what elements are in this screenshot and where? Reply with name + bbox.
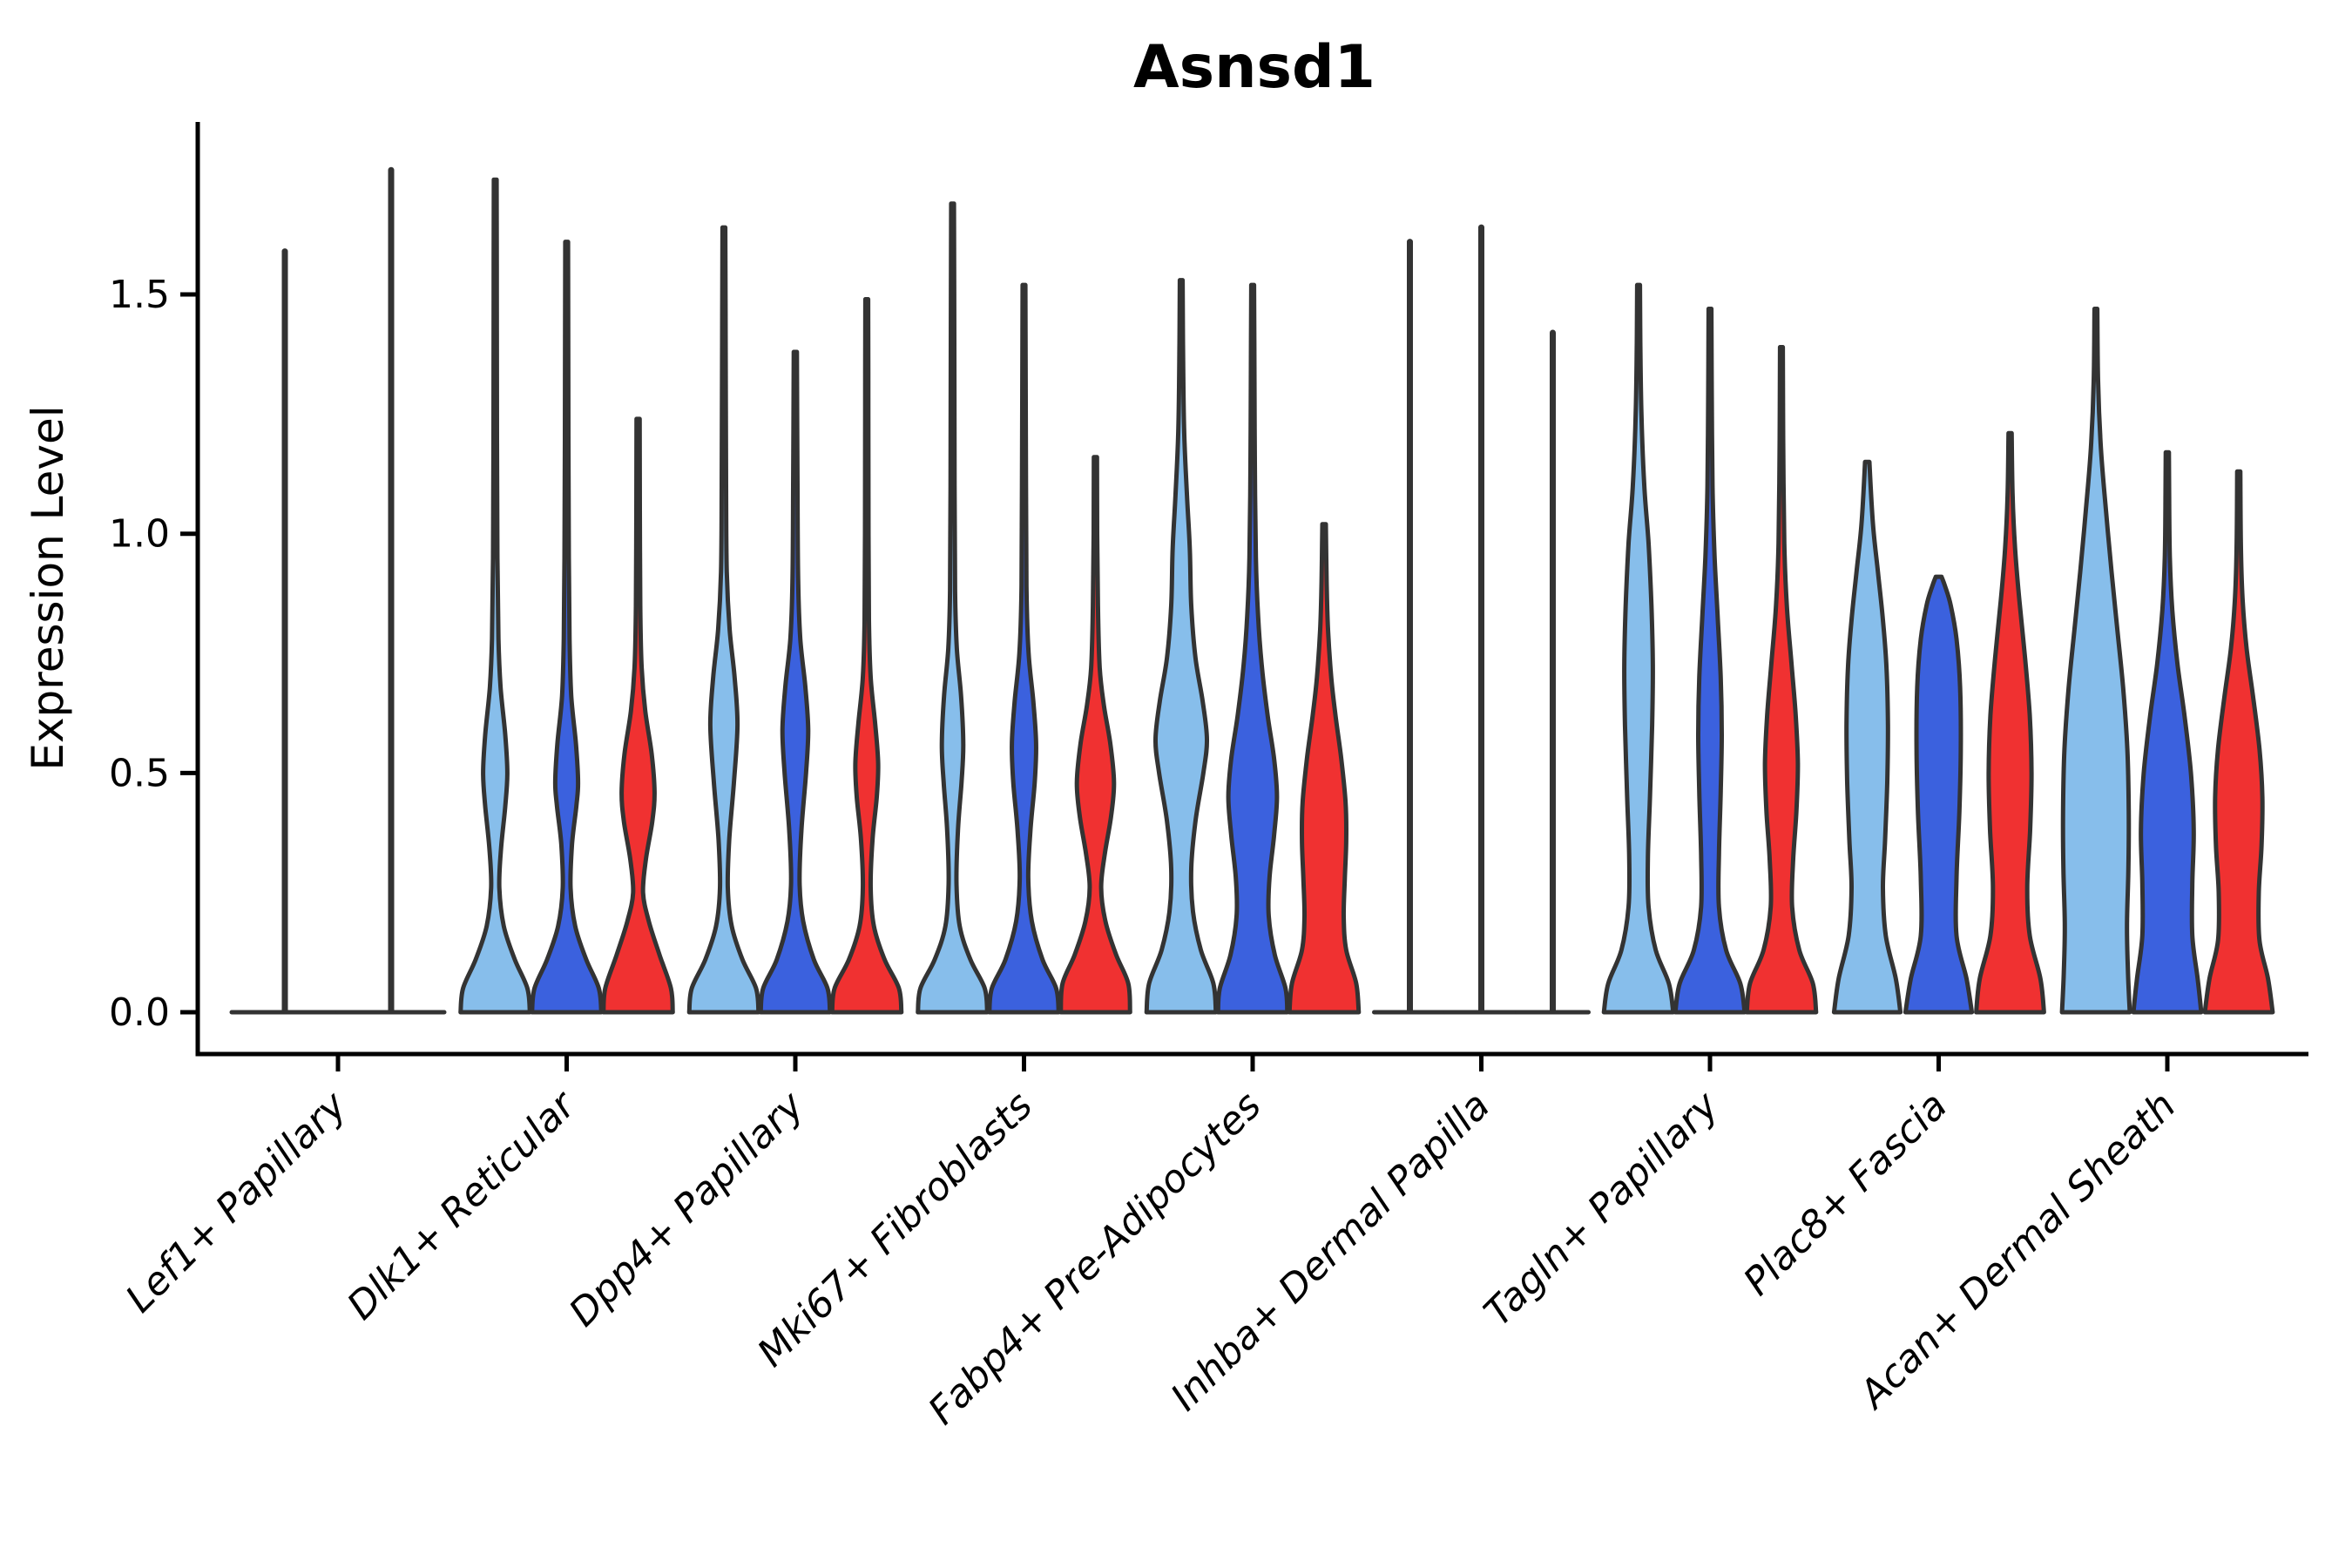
violin-mki67-fibroblasts-red — [1058, 455, 1132, 1015]
x-tick-label-dlk1-reticular: Dlk1+ Reticular — [339, 1082, 585, 1328]
violin-fabp4-pre-adipocytes-red — [1287, 522, 1362, 1015]
violin-group-lef1-papillary — [229, 166, 447, 1015]
violin-dlk1-reticular-blue — [530, 240, 604, 1015]
violin-plac8-fascia-light-blue — [1831, 459, 1903, 1015]
y-tick-label-0.0: 0.0 — [109, 990, 170, 1035]
violin-group-fabp4-pre-adipocytes — [1144, 278, 1362, 1015]
x-tick-label-dpp4-papillary: Dpp4+ Papillary — [561, 1083, 814, 1335]
y-tick-label-1.0: 1.0 — [109, 512, 170, 557]
y-tick-label-1.5: 1.5 — [109, 273, 170, 317]
violin-mki67-fibroblasts-light-blue — [916, 201, 990, 1015]
violin-dpp4-papillary-light-blue — [686, 225, 761, 1015]
x-tick-label-plac8-fascia: Plac8+ Fascia — [1735, 1084, 1956, 1304]
violin-group-inhba-dermal-papilla — [1372, 224, 1591, 1015]
violin-group-plac8-fascia — [1831, 430, 2046, 1015]
x-tick-label-tagln-papillary: Tagln+ Papillary — [1476, 1083, 1727, 1335]
violin-dlk1-reticular-light-blue — [458, 177, 532, 1015]
axes: 0.0 0.5 1.0 1.5 — [109, 122, 2308, 1057]
violin-tagln-papillary-blue — [1673, 307, 1747, 1015]
violin-acan-dermal-sheath-light-blue — [2059, 307, 2132, 1015]
violin-acan-dermal-sheath-red — [2202, 469, 2275, 1015]
violins — [229, 166, 2275, 1015]
violin-mki67-fibroblasts-blue — [987, 282, 1061, 1015]
violin-fabp4-pre-adipocytes-light-blue — [1144, 278, 1219, 1015]
violin-group-dlk1-reticular — [458, 177, 675, 1015]
violin-tagln-papillary-light-blue — [1601, 282, 1676, 1015]
violin-plac8-fascia-blue — [1903, 574, 1975, 1015]
violin-plac8-fascia-red — [1974, 430, 2046, 1015]
violin-fabp4-pre-adipocytes-blue — [1215, 282, 1290, 1015]
violin-group-dpp4-papillary — [686, 225, 904, 1015]
violin-dlk1-reticular-red — [601, 416, 675, 1015]
violin-group-acan-dermal-sheath — [2059, 307, 2275, 1015]
y-tick-label-0.5: 0.5 — [109, 751, 170, 795]
y-axis-label: Expression Level — [23, 405, 73, 770]
violin-acan-dermal-sheath-blue — [2131, 449, 2204, 1015]
x-tick-label-lef1-papillary: Lef1+ Papillary — [118, 1083, 356, 1321]
violin-group-mki67-fibroblasts — [916, 201, 1132, 1015]
violin-tagln-papillary-red — [1744, 345, 1819, 1015]
chart-title: Asnsd1 — [1133, 33, 1375, 102]
violin-dpp4-papillary-blue — [758, 349, 833, 1015]
violin-group-tagln-papillary — [1601, 282, 1819, 1015]
violin-dpp4-papillary-red — [829, 297, 904, 1015]
